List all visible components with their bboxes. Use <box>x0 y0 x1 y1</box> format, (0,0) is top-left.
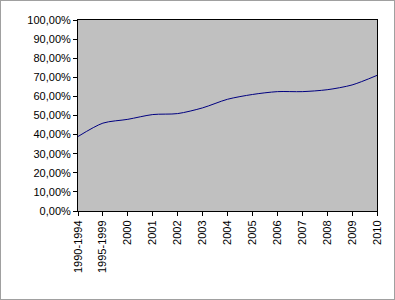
svg-text:2004: 2004 <box>221 220 233 244</box>
svg-text:100,00%: 100,00% <box>27 14 71 26</box>
svg-text:2000: 2000 <box>121 220 133 244</box>
svg-text:30,00%: 30,00% <box>33 148 71 160</box>
svg-text:80,00%: 80,00% <box>33 52 71 64</box>
svg-text:40,00%: 40,00% <box>33 128 71 140</box>
svg-text:2007: 2007 <box>296 220 308 244</box>
svg-text:60,00%: 60,00% <box>33 90 71 102</box>
svg-text:70,00%: 70,00% <box>33 71 71 83</box>
svg-text:0,00%: 0,00% <box>40 205 71 217</box>
svg-text:1995-1999: 1995-1999 <box>96 220 108 273</box>
svg-text:2005: 2005 <box>246 220 258 244</box>
svg-text:2003: 2003 <box>196 220 208 244</box>
svg-text:2002: 2002 <box>171 220 183 244</box>
svg-text:20,00%: 20,00% <box>33 167 71 179</box>
svg-text:2009: 2009 <box>346 220 358 244</box>
svg-text:90,00%: 90,00% <box>33 33 71 45</box>
svg-text:2001: 2001 <box>146 220 158 244</box>
svg-text:2008: 2008 <box>321 220 333 244</box>
svg-text:2006: 2006 <box>271 220 283 244</box>
svg-text:1990-1994: 1990-1994 <box>72 220 84 273</box>
svg-text:50,00%: 50,00% <box>33 109 71 121</box>
svg-text:2010: 2010 <box>371 220 383 244</box>
svg-text:10,00%: 10,00% <box>33 186 71 198</box>
